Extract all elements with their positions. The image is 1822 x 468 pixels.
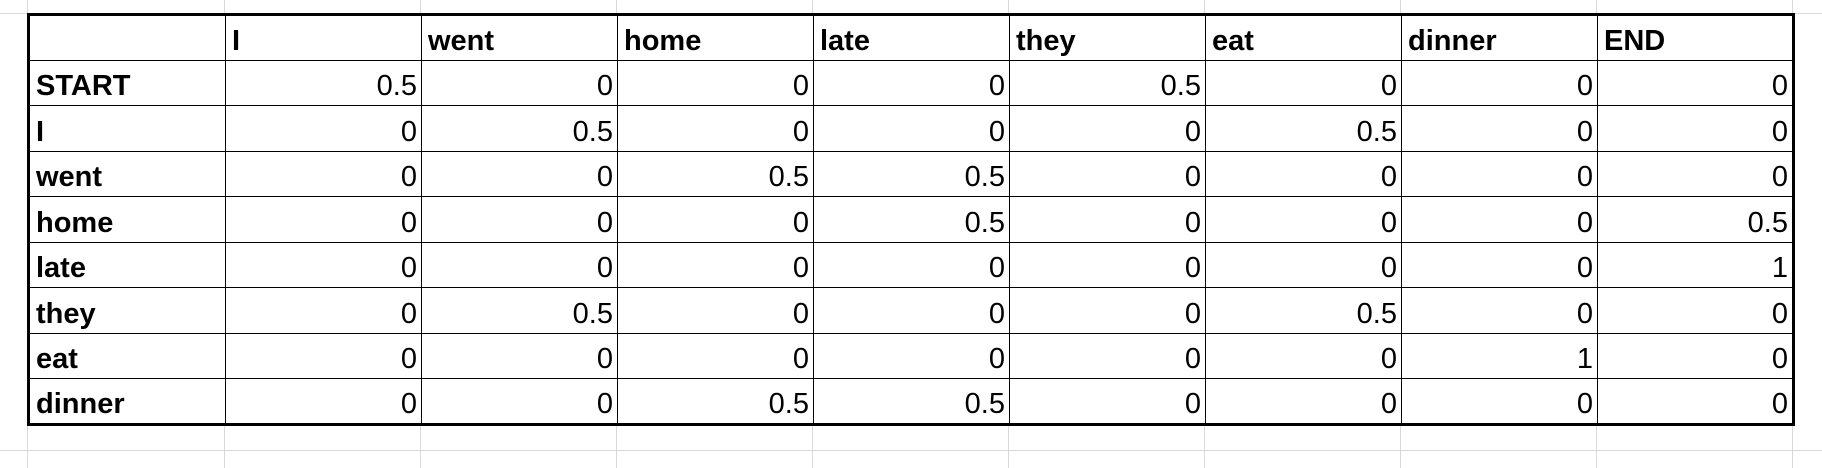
table-row: home 0 0 0 0.5 0 0 0 0.5 [28,196,1794,243]
table-cell[interactable]: 0 [1597,378,1794,425]
table-cell[interactable]: 0 [1009,287,1206,334]
row-header[interactable]: home [28,196,226,243]
transition-probability-table: I went home late they eat dinner END STA… [27,13,1795,426]
column-header[interactable]: dinner [1401,14,1598,61]
table-cell[interactable]: 0 [225,378,422,425]
table-cell[interactable]: 0.5 [617,378,814,425]
table-cell[interactable]: 0 [813,287,1010,334]
table-cell[interactable]: 0 [1205,196,1402,243]
table-cell[interactable]: 0 [421,150,618,197]
table-row: START 0.5 0 0 0 0.5 0 0 0 [28,59,1794,106]
table-cell[interactable]: 0 [1401,59,1598,106]
table-cell[interactable]: 0.5 [813,378,1010,425]
row-header[interactable]: I [28,105,226,152]
table-cell[interactable]: 1 [1597,241,1794,288]
column-header[interactable]: they [1009,14,1206,61]
table-cell[interactable]: 0 [1009,150,1206,197]
table-row: I 0 0.5 0 0 0 0.5 0 0 [28,105,1794,152]
row-header[interactable]: dinner [28,378,226,425]
table-cell[interactable]: 0 [1401,287,1598,334]
table-cell[interactable]: 0 [1597,105,1794,152]
table-cell[interactable]: 0 [617,287,814,334]
table-cell[interactable]: 0 [225,105,422,152]
table-cell[interactable]: 0.5 [225,59,422,106]
table-cell[interactable]: 0 [421,241,618,288]
table-cell[interactable]: 0 [1401,150,1598,197]
table-cell[interactable]: 0 [1205,378,1402,425]
table-cell[interactable]: 0 [1009,378,1206,425]
table-cell[interactable]: 0 [1401,378,1598,425]
table-cell[interactable]: 0 [1009,241,1206,288]
table-cell[interactable]: 0 [1009,105,1206,152]
table-cell[interactable]: 0 [1597,332,1794,379]
corner-cell[interactable] [28,14,226,61]
table-cell[interactable]: 0 [421,196,618,243]
table-cell[interactable]: 0.5 [421,105,618,152]
table-cell[interactable]: 0 [813,241,1010,288]
header-row: I went home late they eat dinner END [28,14,1794,61]
table-cell[interactable]: 0 [1009,196,1206,243]
table-cell[interactable]: 0 [1597,150,1794,197]
table-row: eat 0 0 0 0 0 0 1 0 [28,332,1794,379]
table-cell[interactable]: 0 [1597,59,1794,106]
table-row: dinner 0 0 0.5 0.5 0 0 0 0 [28,378,1794,425]
table-cell[interactable]: 1 [1401,332,1598,379]
table-cell[interactable]: 0.5 [813,150,1010,197]
table-cell[interactable]: 0 [421,378,618,425]
table-cell[interactable]: 0 [1401,241,1598,288]
table-cell[interactable]: 0 [225,150,422,197]
table-row: they 0 0.5 0 0 0 0.5 0 0 [28,287,1794,334]
column-header[interactable]: END [1597,14,1794,61]
row-header[interactable]: eat [28,332,226,379]
table-cell[interactable]: 0 [1205,332,1402,379]
table-cell[interactable]: 0 [225,332,422,379]
column-header[interactable]: I [225,14,422,61]
table-cell[interactable]: 0.5 [617,150,814,197]
row-header[interactable]: went [28,150,226,197]
table-cell[interactable]: 0 [1205,59,1402,106]
table-cell[interactable]: 0 [617,59,814,106]
table-cell[interactable]: 0 [813,105,1010,152]
row-header[interactable]: they [28,287,226,334]
table-cell[interactable]: 0 [1205,241,1402,288]
table-cell[interactable]: 0 [617,105,814,152]
table-cell[interactable]: 0.5 [1205,287,1402,334]
table-cell[interactable]: 0 [1205,150,1402,197]
table-cell[interactable]: 0 [617,241,814,288]
table-cell[interactable]: 0 [225,287,422,334]
column-header[interactable]: home [617,14,814,61]
table-cell[interactable]: 0.5 [813,196,1010,243]
row-header[interactable]: START [28,59,226,106]
column-header[interactable]: late [813,14,1010,61]
table-cell[interactable]: 0 [225,241,422,288]
table-cell[interactable]: 0 [1401,196,1598,243]
table-row: went 0 0 0.5 0.5 0 0 0 0 [28,150,1794,197]
table-cell[interactable]: 0 [421,332,618,379]
table-cell[interactable]: 0 [617,196,814,243]
table-cell[interactable]: 0 [225,196,422,243]
column-header[interactable]: eat [1205,14,1402,61]
table-cell[interactable]: 0 [1009,332,1206,379]
table-cell[interactable]: 0 [813,59,1010,106]
row-header[interactable]: late [28,241,226,288]
table-row: late 0 0 0 0 0 0 0 1 [28,241,1794,288]
column-header[interactable]: went [421,14,618,61]
table-cell[interactable]: 0 [617,332,814,379]
table-cell[interactable]: 0.5 [1597,196,1794,243]
table-cell[interactable]: 0 [1401,105,1598,152]
table-cell[interactable]: 0.5 [421,287,618,334]
table-cell[interactable]: 0 [1597,287,1794,334]
table-cell[interactable]: 0.5 [1205,105,1402,152]
table-cell[interactable]: 0 [421,59,618,106]
table-cell[interactable]: 0.5 [1009,59,1206,106]
table-cell[interactable]: 0 [813,332,1010,379]
